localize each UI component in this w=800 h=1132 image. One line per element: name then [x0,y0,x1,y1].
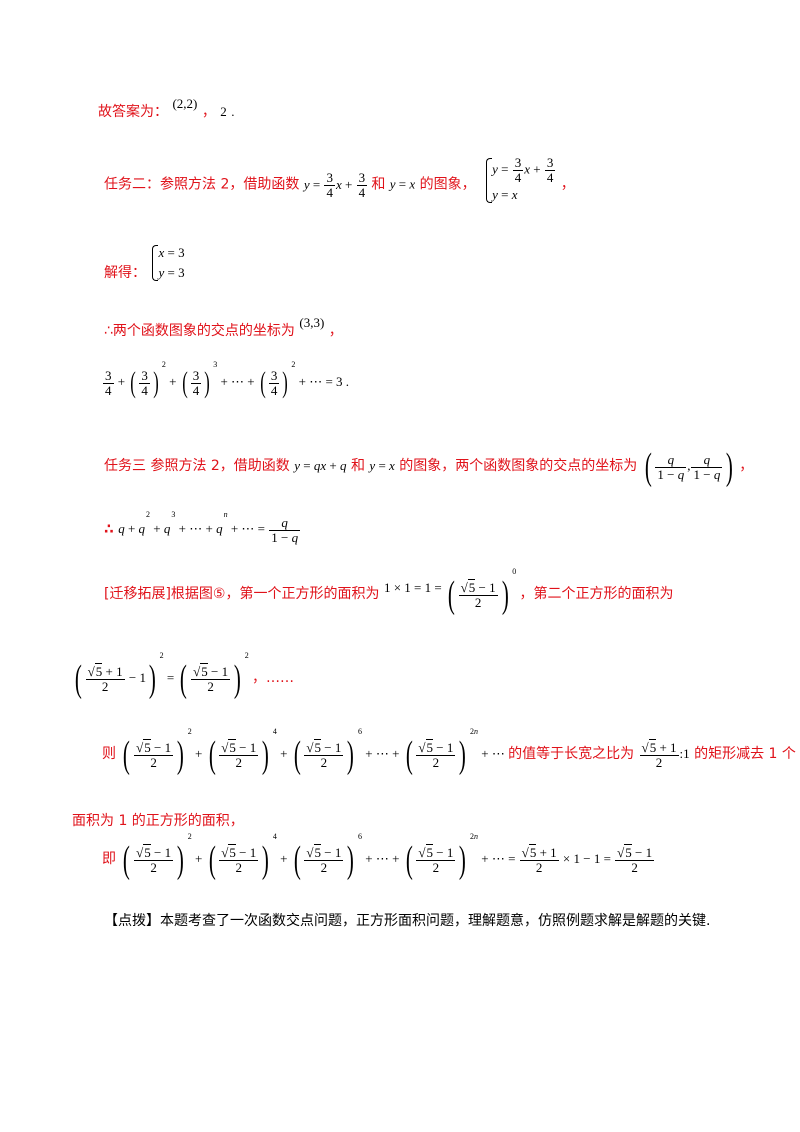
function-expr-3: y = qx + q [294,457,347,473]
intersection-text: ∴两个函数图象的交点的坐标为 [104,323,295,339]
therefore-symbol: ∴ [104,521,114,538]
intersection-point: (3,3) [299,315,325,330]
solution-label: 解得： [104,265,146,281]
extension-text: [迁移拓展]根据图⑤，第一个正方形的面积为 [104,585,380,602]
ellipsis: ，…… [252,669,295,686]
period: . [345,373,350,389]
answer-label: 故答案为： [98,104,168,120]
extension-line: [迁移拓展]根据图⑤，第一个正方形的面积为 1 × 1 = 1 = (√5 − … [104,567,674,617]
task-two-text: 任务二：参照方法 2，借助函数 [104,176,300,193]
ratio-text-2: 的矩形减去 1 个 [694,745,796,762]
ratio-text: 的值等于长宽之比为 [508,745,635,762]
answer-point: (2,2) [172,96,198,111]
tip-line: 【点拨】本题考查了一次函数交点问题，正方形面积问题，理解题意，仿照例题求解是解题… [104,910,710,930]
and-word: 和 [350,457,365,474]
solution-system: x = 3 y = 3 [150,243,185,283]
answer-line: 故答案为： (2,2) ， 2 . [98,96,235,121]
answer-value: 2 [220,104,227,119]
ratio-line: 则 (√5 − 1 2)2 + (√5 − 1 2)4 + (√5 − 1 2)6 +… [102,727,796,777]
function-expr-4: y = x [369,457,395,473]
tip-text: 【点拨】本题考查了一次函数交点问题，正方形面积问题，理解题意，仿照例题求解是解题… [104,913,711,929]
first-square-area: 1 × 1 = 1 = (√5 − 1 2)0 [383,567,517,616]
and-word: 和 [371,176,386,193]
period: . [231,104,235,119]
graph-word: 的图象， [419,176,476,193]
task-three-line: 任务三 参照方法 2，借助函数 y = qx + q 和 y = x 的图象，两… [104,445,753,489]
solution-line: 解得： x = 3 y = 3 [104,243,185,283]
intersection-line: ∴两个函数图象的交点的坐标为 (3,3) ， [104,315,343,340]
result-series: (√5 − 1 2)2 + (√5 − 1 2)4 + (√5 − 1 2)6 + ⋯… [123,832,655,881]
function-expr-2: y = x [389,176,416,192]
task-three-text: 任务三 参照方法 2，借助函数 [104,457,290,474]
comma: ， [201,104,216,120]
ratio-expr: √5 + 1 2:1 [639,738,690,770]
comma: ， [560,176,575,193]
square-area-line: 面积为 1 的正方形的面积， [72,810,244,830]
namely-word: 即 [102,850,116,867]
comma: ， [328,323,343,339]
result-line: 即 (√5 − 1 2)2 + (√5 − 1 2)4 + (√5 − 1 2)6 +… [102,832,655,882]
task-three-text-2: 的图象，两个函数图象的交点的坐标为 [399,457,638,474]
extension-text-2: ，第二个正方形的面积为 [519,585,674,602]
square-area-text: 面积为 1 的正方形的面积， [72,813,244,829]
comma: ， [739,457,754,474]
then-word: 则 [102,745,116,762]
sqrt-series: (√5 − 1 2)2 + (√5 − 1 2)4 + (√5 − 1 2)6 + ⋯… [123,727,509,776]
